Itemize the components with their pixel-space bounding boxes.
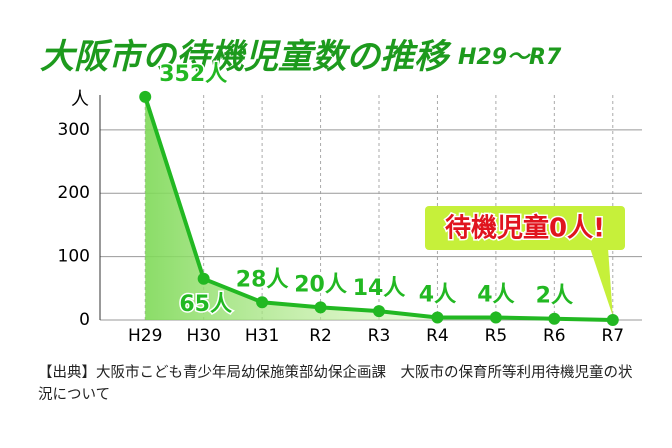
data-label: 14人 bbox=[353, 276, 406, 301]
title: 大阪市の待機児童数の推移 bbox=[40, 37, 452, 77]
point bbox=[139, 90, 152, 103]
point bbox=[197, 272, 210, 285]
y-tick-label: 0 bbox=[79, 310, 90, 330]
point bbox=[314, 301, 327, 314]
data-label: 2人 bbox=[536, 284, 573, 309]
subtitle: H29〜R7 bbox=[458, 45, 562, 70]
point bbox=[256, 296, 269, 309]
x-tick-label: R7 bbox=[601, 326, 624, 346]
point bbox=[548, 312, 561, 325]
callout-pointer bbox=[590, 248, 613, 316]
x-tick-label: H29 bbox=[128, 326, 162, 346]
x-tick-label: H31 bbox=[245, 326, 279, 346]
x-tick-label: R4 bbox=[426, 326, 449, 346]
point bbox=[606, 314, 619, 326]
y-axis-label: 人 bbox=[71, 89, 89, 110]
data-label: 352人 bbox=[159, 62, 227, 87]
data-label: 4人 bbox=[477, 282, 514, 307]
data-label: 20人 bbox=[294, 272, 347, 297]
y-tick-label: 200 bbox=[58, 183, 90, 203]
point bbox=[373, 305, 385, 318]
source: 【出典】大阪市こども青少年局幼保施策部幼保企画課 大阪市の保育所等利用待機児童の… bbox=[38, 365, 633, 403]
data-label: 4人 bbox=[419, 282, 456, 307]
point bbox=[489, 311, 502, 324]
x-tick-label: R5 bbox=[485, 326, 508, 346]
y-tick-label: 100 bbox=[58, 247, 90, 267]
area bbox=[145, 96, 613, 321]
x-tick-label: R2 bbox=[309, 326, 332, 346]
x-tick-label: H30 bbox=[186, 326, 220, 346]
x-tick-label: R6 bbox=[543, 326, 566, 346]
callout-box bbox=[425, 206, 625, 250]
x-tick-label: R3 bbox=[368, 326, 391, 346]
point bbox=[431, 311, 444, 324]
data-label: 28人 bbox=[236, 267, 289, 292]
chart-title: 大阪市の待機児童数の推移 H29〜R7 bbox=[40, 37, 562, 77]
data-label: 65人 bbox=[179, 292, 232, 317]
callout: 待機児童0人! bbox=[425, 206, 625, 316]
y-tick-label: 300 bbox=[58, 120, 90, 140]
annotation: 待機児童0人! bbox=[445, 213, 605, 244]
